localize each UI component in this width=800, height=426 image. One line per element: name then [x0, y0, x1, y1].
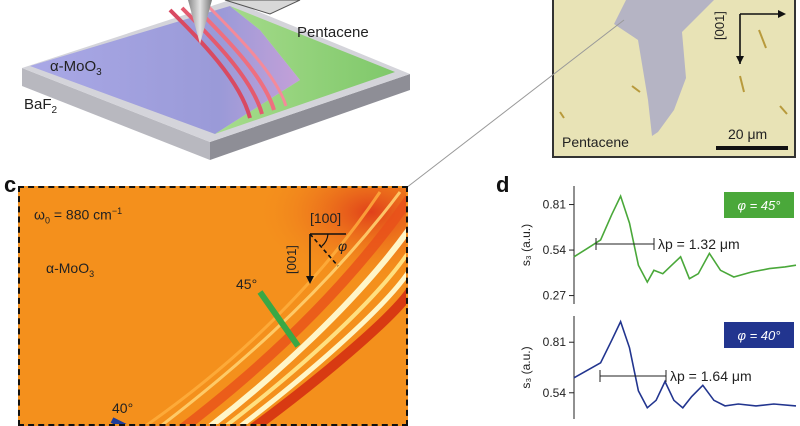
label-frequency: ω0 = 880 cm−1 — [34, 206, 123, 226]
substrate-left-side — [22, 68, 210, 160]
y-axis-label: s₃ (a.u.) — [519, 224, 533, 266]
label-pentacene-micrograph: Pentacene — [562, 134, 629, 150]
wavelength-annotation: λp = 1.32 μm — [658, 236, 740, 252]
panel-a: Pentacene α-MoO3 BaF2 — [0, 0, 420, 170]
moo3-flake — [30, 6, 300, 134]
linecut-45 — [257, 290, 301, 348]
polariton-wave — [204, 2, 288, 107]
axis-arrows — [736, 10, 786, 64]
scale-bar-label: 20 μm — [728, 126, 768, 142]
device-illustration — [22, 0, 410, 160]
label-phi: φ — [338, 238, 348, 254]
near-field-map — [20, 188, 406, 424]
panel-letter-d: d — [496, 172, 510, 197]
label-pentacene: Pentacene — [297, 24, 369, 41]
series-badge — [724, 192, 794, 218]
series-line — [573, 193, 797, 284]
series-badge-label: φ = 40° — [738, 328, 781, 343]
label-baf2: BaF2 — [24, 96, 58, 116]
micrograph — [559, 0, 788, 136]
panel-letter-c: c — [4, 172, 17, 197]
polariton-wave — [180, 6, 264, 115]
substrate-right-side — [210, 74, 410, 160]
y-tick-label: 0.54 — [543, 243, 567, 257]
moo3-flake-image — [614, 0, 714, 136]
linecut-profiles: 0.81 0.54 0.27 s₃ (a.u.) φ = 45° λp = 1.32 μm… — [519, 186, 797, 419]
panel-c: ω0 = 880 cm−1 α-MoO3 [100] [001] φ 45° 4… — [18, 186, 408, 426]
y-tick-label: 0.81 — [543, 335, 567, 349]
label-axis-100: [100] — [310, 210, 342, 226]
label-moo3-map: α-MoO3 — [46, 260, 95, 279]
y-axis-label: s₃ (a.u.) — [519, 346, 533, 388]
y-tick-label: 0.54 — [543, 386, 567, 400]
label-45: 45° — [236, 276, 258, 292]
wavelength-annotation: λp = 1.64 μm — [670, 368, 752, 384]
series-badge — [724, 322, 794, 348]
label-axis-001-map: [001] — [284, 245, 299, 274]
y-tick-label: 0.27 — [543, 289, 567, 303]
label-axis-001: [001] — [712, 11, 727, 40]
cantilever — [224, 0, 301, 15]
afm-tip — [188, 0, 212, 44]
polariton-wave — [168, 8, 252, 119]
pentacene-flake — [215, 6, 395, 134]
scale-bar — [716, 146, 788, 150]
y-tick-label: 0.81 — [543, 198, 567, 212]
series-badge-label: φ = 45° — [738, 198, 781, 213]
label-moo3: α-MoO3 — [50, 58, 102, 78]
panel-b: [001] Pentacene 20 μm — [552, 0, 796, 158]
label-40: 40° — [112, 400, 134, 416]
series-line — [573, 319, 797, 410]
zoom-connector — [405, 19, 625, 189]
